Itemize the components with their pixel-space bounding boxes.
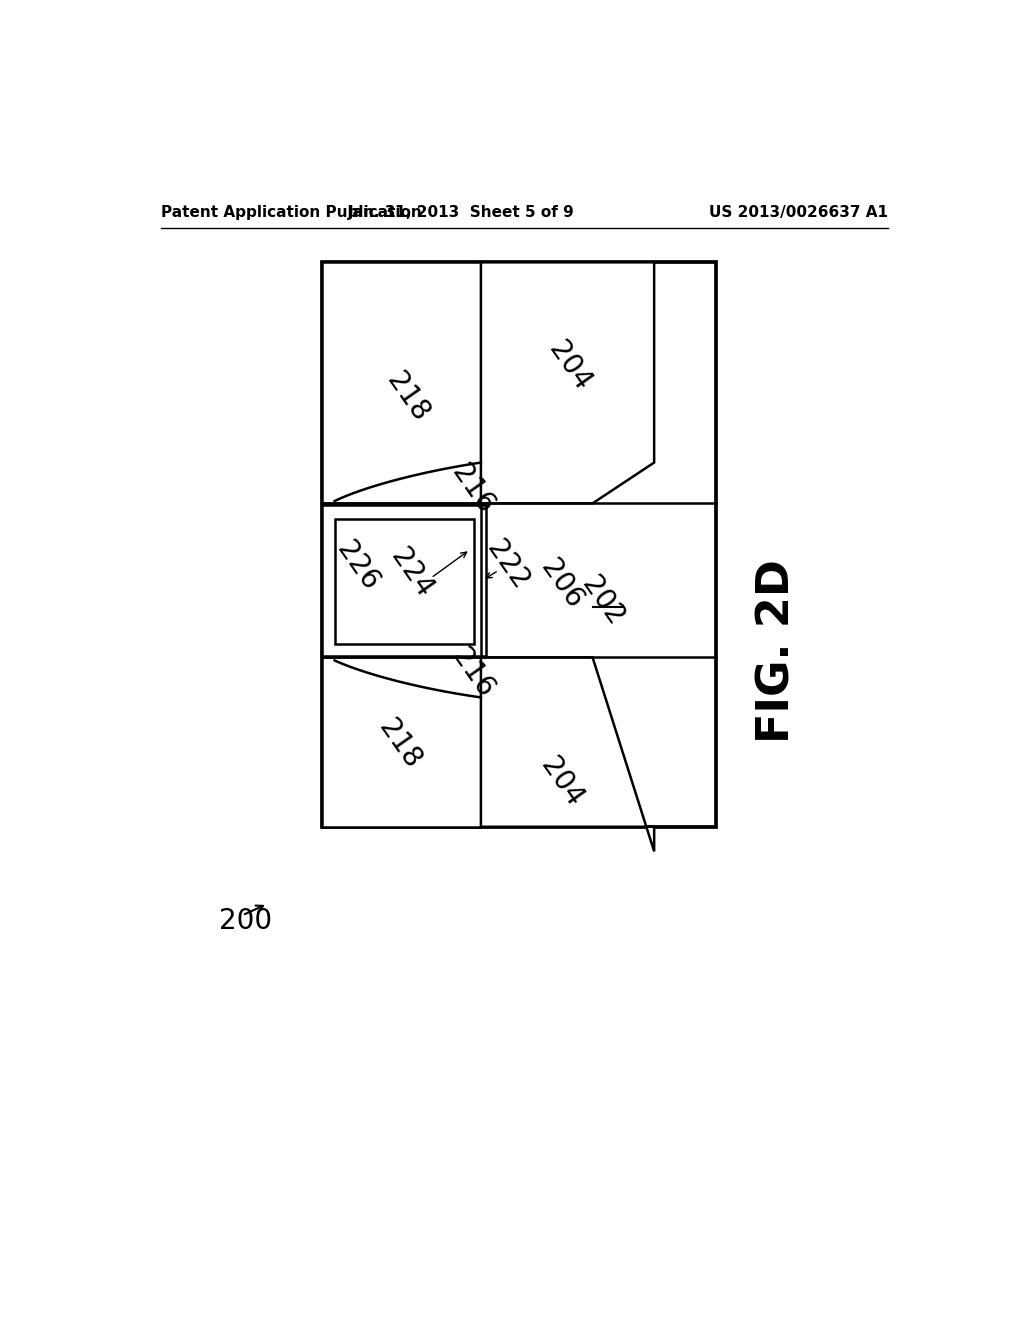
Text: 202: 202: [575, 572, 629, 631]
Text: Jan. 31, 2013  Sheet 5 of 9: Jan. 31, 2013 Sheet 5 of 9: [348, 205, 575, 220]
Text: US 2013/0026637 A1: US 2013/0026637 A1: [710, 205, 888, 220]
Text: 216: 216: [446, 643, 500, 702]
Text: 216: 216: [446, 459, 500, 519]
Bar: [322, 263, 481, 503]
Text: 206: 206: [536, 554, 589, 614]
Text: 204: 204: [543, 337, 596, 396]
Bar: [322, 657, 481, 826]
Text: Patent Application Publication: Patent Application Publication: [162, 205, 422, 220]
Text: 222: 222: [481, 536, 535, 594]
Text: 218: 218: [374, 714, 427, 774]
Polygon shape: [481, 657, 654, 851]
Text: 224: 224: [385, 543, 438, 602]
Text: 218: 218: [381, 367, 434, 426]
Bar: [322, 263, 716, 826]
Text: 204: 204: [536, 752, 589, 812]
Bar: [322, 506, 486, 656]
Text: FIG. 2D: FIG. 2D: [756, 560, 799, 743]
Text: 200: 200: [219, 907, 272, 935]
Polygon shape: [481, 263, 654, 503]
Text: 226: 226: [331, 537, 384, 597]
Bar: [336, 519, 474, 644]
